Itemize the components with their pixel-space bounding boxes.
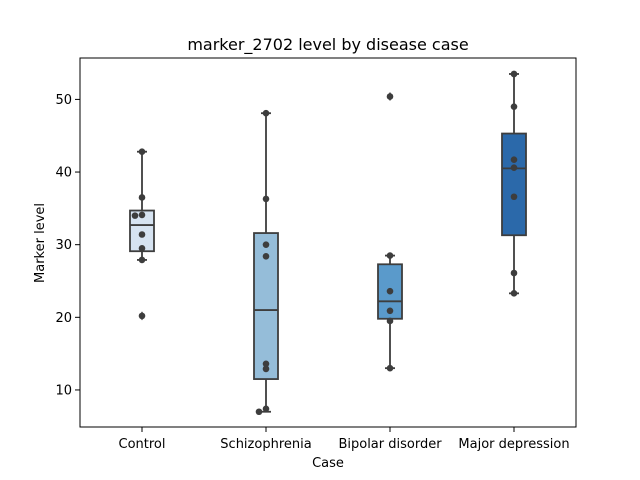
x-tick-label: Bipolar disorder — [338, 437, 442, 452]
x-tick-label: Major depression — [458, 437, 569, 452]
data-point-control — [138, 194, 146, 201]
data-point-control — [138, 256, 146, 264]
data-point-schizophrenia — [262, 405, 270, 413]
x-tick-label: Control — [119, 437, 166, 452]
plot-frame — [79, 57, 577, 428]
data-point-bipolar-disorder — [386, 364, 394, 372]
data-point-schizophrenia — [255, 408, 263, 416]
data-point-control — [131, 212, 139, 219]
data-point-schizophrenia — [262, 365, 270, 373]
data-point-major-depression — [510, 70, 518, 78]
data-point-bipolar-disorder — [386, 307, 394, 315]
chart-title: marker_2702 level by disease case — [187, 35, 468, 55]
box-major-depression — [501, 132, 527, 237]
y-tick-label: 10 — [55, 383, 72, 398]
y-tick-label: 50 — [55, 93, 72, 108]
data-point-schizophrenia — [262, 195, 270, 203]
data-point-major-depression — [510, 156, 518, 163]
data-point-schizophrenia — [262, 241, 270, 248]
y-tick-label: 20 — [55, 311, 72, 326]
data-point-bipolar-disorder — [386, 252, 394, 259]
data-point-major-depression — [510, 269, 518, 277]
data-point-schizophrenia — [262, 253, 270, 260]
data-point-bipolar-disorder — [386, 317, 394, 325]
data-point-control — [138, 211, 146, 219]
data-point-bipolar-disorder — [386, 93, 394, 100]
data-point-major-depression — [510, 290, 518, 297]
data-point-schizophrenia — [262, 360, 270, 368]
data-point-bipolar-disorder — [386, 287, 394, 295]
data-point-control — [138, 148, 146, 156]
data-point-control — [138, 312, 146, 320]
data-point-control — [138, 231, 146, 238]
y-axis-label: Marker level — [33, 203, 48, 283]
x-tick-label: Schizophrenia — [220, 437, 311, 452]
y-tick-label: 40 — [55, 166, 72, 181]
data-point-schizophrenia — [262, 109, 270, 117]
data-point-major-depression — [510, 103, 518, 110]
data-point-major-depression — [510, 164, 518, 171]
x-axis-label: Case — [312, 456, 344, 471]
y-tick-label: 30 — [55, 238, 72, 253]
plot-area: 10 20 30 40 50 Control Schizophrenia Bipolar di… — [55, 57, 577, 452]
data-point-control — [138, 245, 146, 252]
data-point-major-depression — [510, 193, 518, 201]
